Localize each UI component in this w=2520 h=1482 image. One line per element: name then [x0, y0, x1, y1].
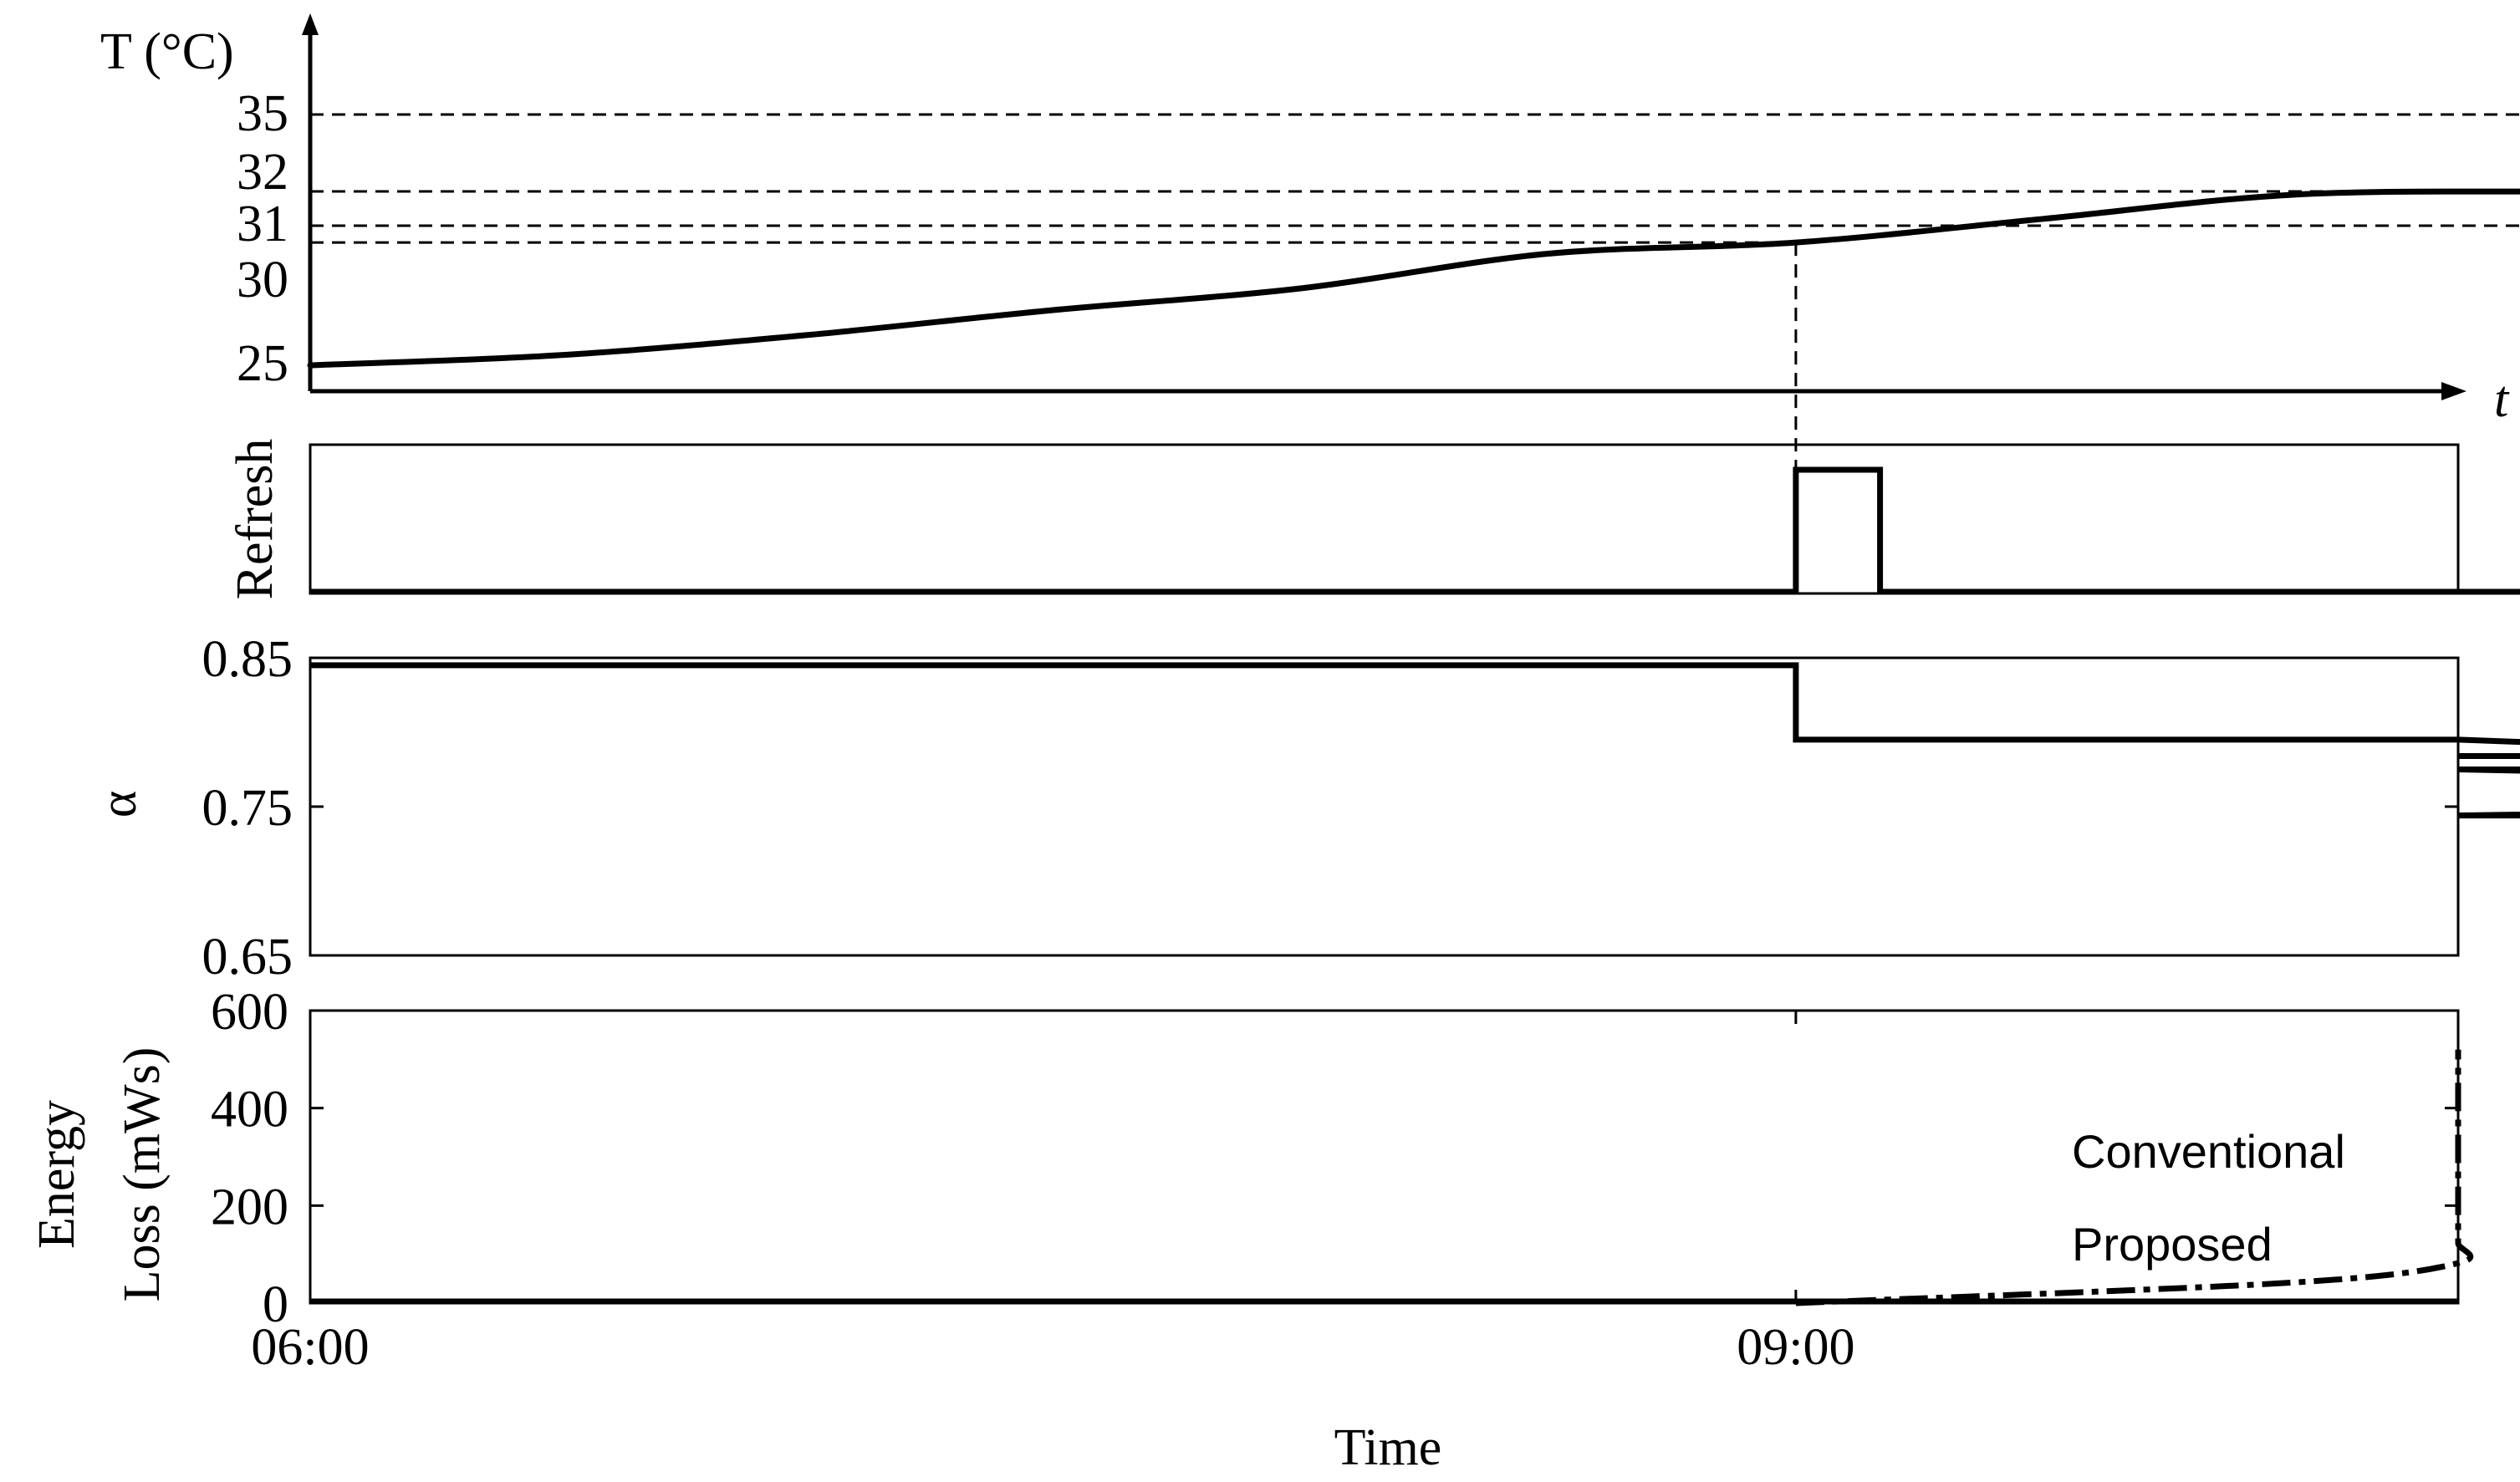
temperature-curve: [307, 188, 2520, 369]
x-tick-label: 06:00: [251, 1319, 369, 1376]
y-tick-label: 30: [237, 252, 288, 308]
x-axis-label: Time: [1334, 1419, 1442, 1476]
y-tick-label: 400: [211, 1082, 288, 1138]
x-tick-label: 09:00: [1737, 1319, 1854, 1376]
x-axis-label: t: [2494, 371, 2510, 428]
refresh-panel: Refresh: [227, 439, 2520, 600]
y-tick-label: 600: [211, 984, 288, 1041]
x-axis-arrow-icon: [2441, 382, 2466, 400]
y-axis-label: α: [90, 791, 147, 817]
conventional-series-line: [1795, 1049, 2474, 1306]
refresh-pulse-line: [310, 466, 2520, 595]
energy-panel: 020040060006:0009:0012:0015:0018:00TimeE…: [28, 984, 2474, 1476]
panel-frame: [309, 656, 2460, 957]
y-axis-label: T (°C): [100, 23, 234, 80]
proposed-series-label: Proposed: [2072, 1218, 2273, 1271]
y-tick-label: 200: [211, 1179, 288, 1235]
y-tick-label: 0.75: [202, 780, 293, 837]
y-axis-label: Refresh: [227, 439, 283, 600]
conventional-series-label: Conventional: [2072, 1125, 2345, 1178]
panel-frame: [309, 443, 2460, 595]
y-axis-label-line-2: Loss (mWs): [114, 1047, 171, 1302]
y-tick-label: 25: [237, 335, 288, 392]
y-tick-label: 31: [237, 196, 288, 252]
alpha-panel: 0.65 0.75 0.85 α: [90, 631, 2520, 985]
y-tick-label: 32: [237, 144, 288, 201]
y-axis-label-line-1: Energy: [28, 1100, 85, 1249]
y-tick-label: 35: [237, 85, 288, 142]
y-axis-arrow-icon: [302, 13, 319, 35]
y-tick-label: 0.85: [202, 631, 293, 688]
alpha-step-line: [310, 662, 2520, 819]
y-tick-label: 0: [263, 1276, 288, 1333]
y-tick-label: 0.65: [202, 929, 293, 985]
